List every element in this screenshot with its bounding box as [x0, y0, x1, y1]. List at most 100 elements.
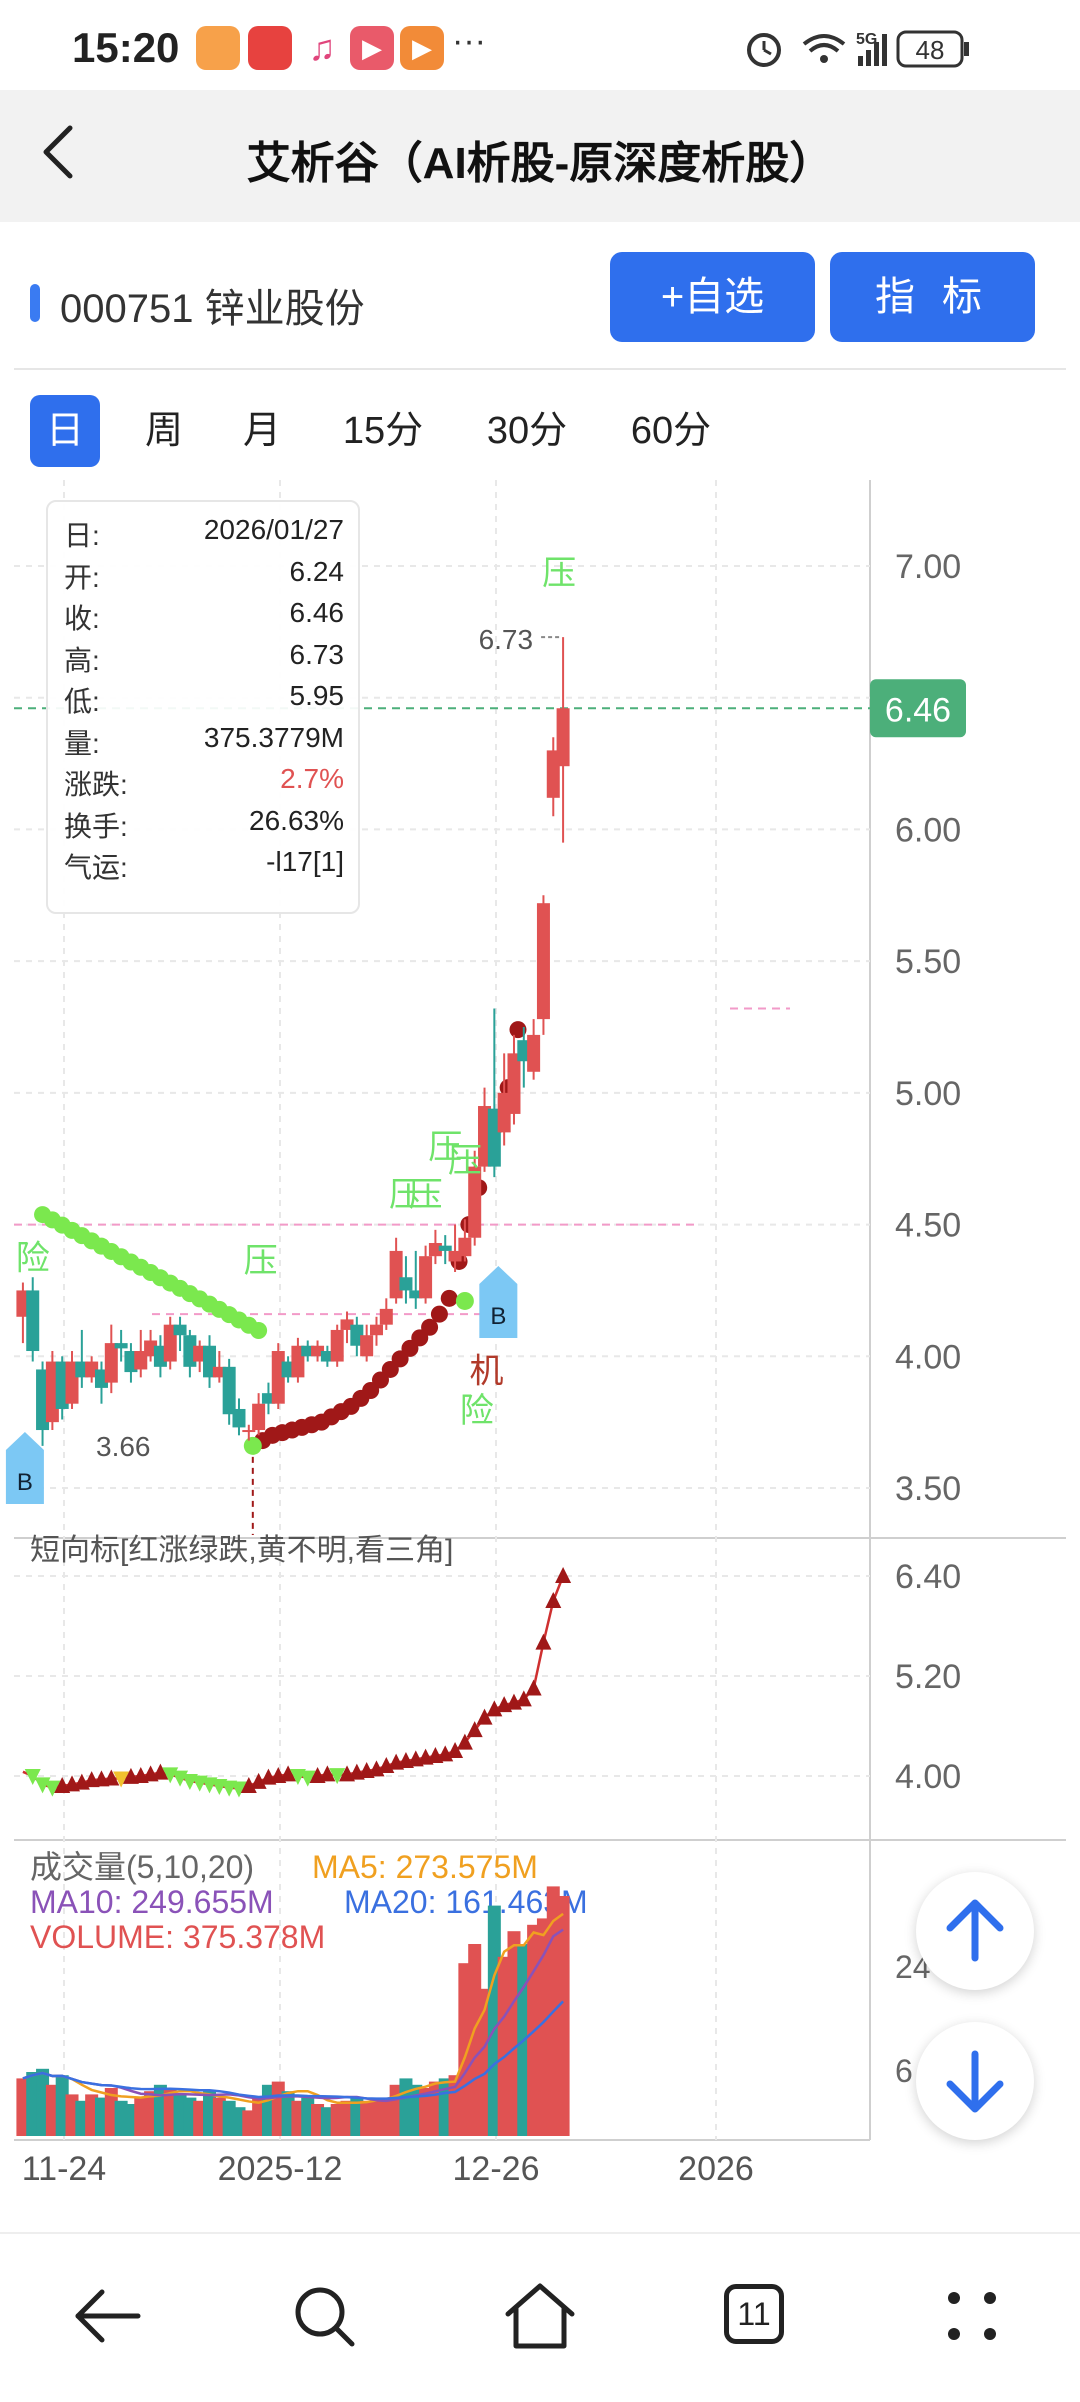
signal-icon: [858, 34, 887, 66]
candle: [478, 1106, 492, 1167]
clock: 15:20: [72, 24, 180, 71]
ma10-legend: MA10: 249.655M: [30, 1884, 274, 1920]
candle: [546, 750, 560, 798]
indicator-triangle: [113, 1771, 130, 1788]
info-value: 6.24: [289, 555, 345, 587]
info-value: 6.73: [289, 638, 345, 670]
wifi-icon: [802, 34, 846, 63]
info-value: 2.7%: [280, 763, 344, 794]
x-tick-label: 11-24: [22, 2150, 106, 2188]
tab-30min[interactable]: 30分: [486, 410, 568, 452]
volume-bar: [487, 1905, 501, 2136]
resistance-dot: [250, 1321, 268, 1339]
scroll-up-button[interactable]: [916, 1872, 1034, 1990]
volume-bar: [379, 2097, 393, 2136]
tab-week[interactable]: 周: [144, 410, 183, 452]
chevron-left-icon[interactable]: [34, 122, 84, 182]
info-value: 5.95: [289, 680, 345, 711]
scroll-down-button[interactable]: [916, 2022, 1034, 2140]
y-tick-label: 5.00: [895, 1075, 961, 1113]
candle: [183, 1335, 197, 1367]
candle: [291, 1345, 305, 1378]
y-tick-label: 6: [895, 2053, 913, 2089]
volume-bar: [26, 2072, 40, 2136]
indicator-triangle: [319, 1765, 336, 1782]
candle: [203, 1345, 217, 1378]
y-tick-label: 5.20: [895, 1658, 961, 1696]
candle: [409, 1290, 423, 1299]
indicator-triangle: [466, 1721, 483, 1738]
pressure-marker: 压: [542, 554, 576, 592]
support-dot: [430, 1305, 448, 1323]
candle: [75, 1361, 89, 1378]
tab-month[interactable]: 月: [242, 410, 281, 452]
volume-bar: [468, 1944, 482, 2136]
candle: [389, 1250, 403, 1299]
candle: [379, 1308, 393, 1325]
home-icon[interactable]: [502, 2280, 578, 2352]
candle: [104, 1343, 118, 1383]
network-type: 5G: [856, 31, 877, 48]
volume-bar: [369, 2098, 383, 2136]
more-notifications-icon: ···: [452, 22, 486, 60]
indicator-triangle: [250, 1772, 267, 1789]
indicator-button[interactable]: 指 标: [830, 252, 1035, 342]
volume-bar: [163, 2088, 177, 2136]
indicator-triangle: [103, 1769, 120, 1786]
volume-bar: [65, 2094, 79, 2136]
candle: [311, 1345, 325, 1357]
volume-title: 成交量(5,10,20): [30, 1849, 254, 1885]
volume-bar: [94, 2097, 108, 2136]
volume-bar: [536, 1918, 550, 2136]
music-icon: ♫: [300, 26, 344, 70]
back-arrow-icon[interactable]: [72, 2284, 144, 2348]
pressure-marker: 压: [409, 1176, 443, 1214]
ma5-legend: MA5: 273.575M: [312, 1849, 538, 1885]
volume-bar: [212, 2097, 226, 2136]
candle: [487, 1108, 501, 1167]
volume-bar: [301, 2097, 315, 2136]
volume-bar: [153, 2084, 167, 2136]
add-watchlist-button[interactable]: +自选: [610, 252, 815, 342]
candle: [330, 1329, 344, 1362]
candle: [369, 1324, 383, 1336]
volume-bar: [183, 2097, 197, 2136]
tab-day[interactable]: 日: [30, 395, 100, 467]
current-price-tag: [870, 679, 966, 738]
page-title: 艾析谷（AI析股-原深度析股）: [246, 139, 834, 188]
search-icon[interactable]: [290, 2282, 360, 2352]
high-price-label: 6.73: [479, 624, 534, 655]
candle: [252, 1403, 266, 1431]
y-tick-label: 6.00: [895, 811, 961, 849]
resistance-dot: [243, 1436, 262, 1455]
info-label: 气运:: [64, 852, 128, 883]
candle: [517, 1040, 531, 1062]
y-tick-label: 4.50: [895, 1207, 961, 1245]
candle: [350, 1324, 364, 1346]
tab-15min[interactable]: 15分: [342, 410, 424, 452]
volume-bar: [124, 2104, 138, 2136]
candle: [26, 1290, 40, 1352]
volume-bar: [360, 2100, 374, 2136]
tabs-count-button[interactable]: 11: [724, 2284, 784, 2344]
buy-marker-shape: [479, 1266, 518, 1338]
volume-bar: [458, 1963, 472, 2136]
support-dot: [421, 1318, 439, 1336]
candle: [428, 1243, 442, 1257]
indicator-triangle: [24, 1769, 41, 1785]
candle: [163, 1324, 177, 1362]
kline-chart[interactable]: 短向标[红涨绿跌,黄不明,看三角] 6.40 5.20 4.00 成交量(5,10,2…: [0, 470, 1080, 2190]
candle: [16, 1290, 30, 1317]
menu-dots-icon[interactable]: [942, 2286, 1002, 2346]
status-icons: 5G 48: [747, 30, 969, 68]
info-label: 日:: [64, 520, 100, 551]
candle: [222, 1366, 236, 1415]
tab-60min[interactable]: 60分: [630, 410, 712, 452]
info-value: 375.3779M: [203, 721, 344, 753]
candle: [507, 1053, 521, 1114]
volume-bar: [340, 2100, 354, 2136]
volume-bar: [507, 1931, 521, 2136]
volume-bar: [55, 2075, 69, 2136]
video-app-icon: ▶: [350, 26, 394, 70]
y-tick-label: 5.50: [895, 943, 961, 981]
